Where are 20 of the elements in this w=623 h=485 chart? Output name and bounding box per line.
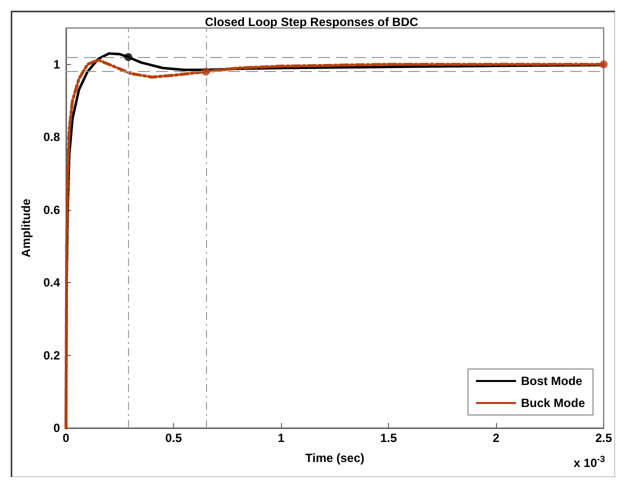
x-tick-label: 1 [278,431,285,445]
y-tick-label: 1 [53,57,60,72]
x-tick-label: 2.5 [595,431,612,445]
y-tick-label: 0 [53,421,60,435]
x-tick-label: 0 [62,431,70,445]
y-axis-title: Amplitude [19,198,33,258]
y-tick-label: 0.2 [43,348,60,362]
x-tick-label: 0.5 [165,431,182,445]
x-axis-title: Time (sec) [305,451,364,465]
y-tick-label: 0.8 [43,130,60,144]
point [600,60,608,68]
chart-title: Closed Loop Step Responses of BDC [204,15,419,29]
y-tick-label: 0.4 [43,276,60,290]
point [202,68,210,76]
point [124,53,132,62]
y-tick-label: 0.6 [43,202,60,217]
x-tick-label: 2 [492,431,500,445]
legend-label: Buck Mode [520,396,586,410]
x-tick-label: 1.5 [380,431,398,445]
legend-label: Bost Mode [520,374,583,388]
